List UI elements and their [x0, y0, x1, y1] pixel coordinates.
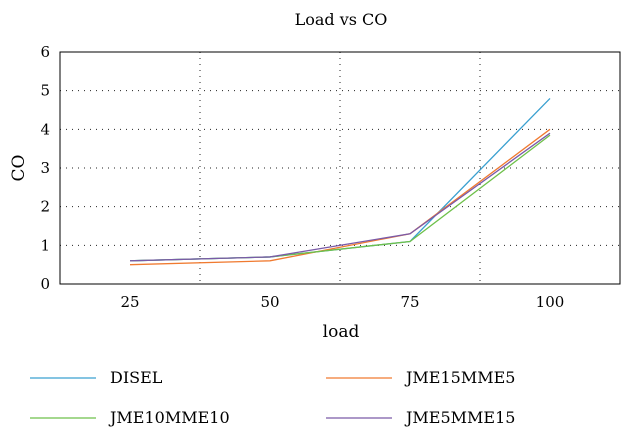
series-line	[129, 128, 551, 266]
y-axis-label: CO	[9, 155, 29, 182]
series-line	[129, 132, 551, 262]
y-tick-label: 1	[40, 236, 50, 254]
y-tick-label: 3	[40, 159, 50, 177]
legend-label: JME10MME10	[108, 408, 230, 427]
legend-label: JME5MME15	[404, 408, 515, 427]
y-tick-label: 0	[40, 275, 50, 293]
y-axis-ticks: 0 1 2 3 4 5 6	[40, 43, 50, 293]
legend-label: DISEL	[110, 368, 163, 387]
x-axis-ticks: 25 50 75 100	[120, 293, 564, 311]
y-tick-label: 5	[40, 82, 50, 100]
y-tick-label: 2	[40, 198, 50, 216]
plot-area-frame	[59, 51, 621, 285]
x-axis-label: load	[323, 322, 360, 342]
series-line	[129, 134, 551, 262]
series-line	[129, 97, 551, 262]
legend: DISEL JME15MME5 JME10MME10 JME5MME15	[30, 368, 515, 427]
series-lines	[129, 97, 551, 266]
x-tick-label: 100	[536, 293, 565, 311]
chart-title: Load vs CO	[295, 10, 388, 29]
x-tick-label: 50	[260, 293, 279, 311]
y-tick-label: 6	[40, 43, 50, 61]
y-tick-label: 4	[40, 120, 50, 138]
legend-label: JME15MME5	[404, 368, 515, 387]
x-tick-label: 75	[400, 293, 419, 311]
x-tick-label: 25	[120, 293, 139, 311]
